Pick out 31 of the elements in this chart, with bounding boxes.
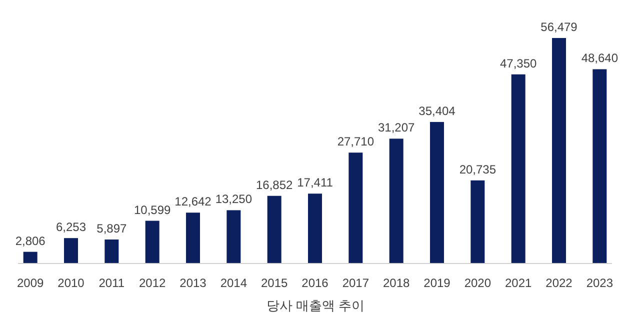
x-tick-label: 2016 [302,276,329,290]
data-label: 27,710 [337,134,374,149]
data-label: 12,642 [174,194,212,209]
x-tick-label: 2019 [424,276,451,290]
x-tick-label: 2009 [16,276,44,290]
x-tick-label: 2015 [260,276,288,290]
x-tick-label: 2018 [382,276,410,290]
data-label: 10,599 [134,202,172,217]
data-label: 31,207 [378,120,416,135]
data-label: 47,350 [500,56,538,70]
x-tick-label: 2014 [220,276,248,290]
data-label: 48,640 [581,51,618,66]
data-label: 20,735 [459,162,496,176]
data-label: 16,852 [256,178,294,192]
data-label: 5,897 [96,222,128,236]
data-label: 17,411 [297,176,334,190]
x-tick-label: 2011 [98,276,125,290]
data-label: 13,250 [215,192,252,206]
data-label: 56,479 [540,20,578,34]
x-tick-label: 2017 [342,276,370,290]
x-tick-label: 2023 [586,276,614,290]
x-tick-label: 2021 [504,276,532,290]
data-label: 6,253 [56,220,86,234]
data-label: 2,806 [15,234,46,248]
x-tick-label: 2010 [58,276,85,290]
x-tick-label: 2022 [546,276,573,290]
x-tick-label: 2013 [180,276,207,290]
x-tick-label: 2020 [464,276,492,290]
data-label: 35,404 [418,104,456,118]
x-tick-label: 2012 [138,276,166,290]
text: 당사 매출액 추이 [266,298,365,313]
